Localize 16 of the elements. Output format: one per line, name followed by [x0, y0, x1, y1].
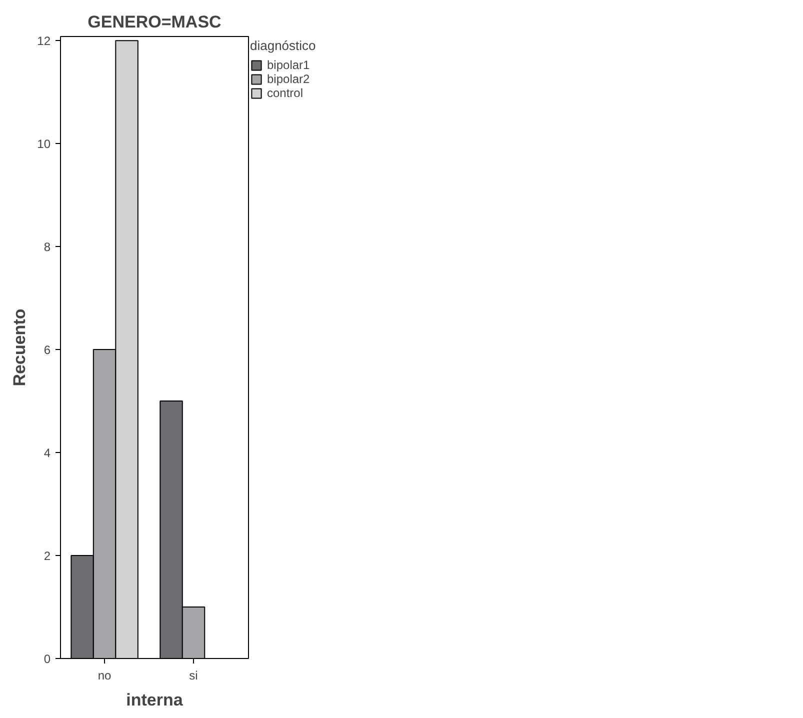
y-tick-label: 4 [44, 446, 51, 460]
y-axis-title: Recuento [10, 308, 30, 386]
y-tick-label: 2 [44, 549, 51, 564]
y-tick-label: 8 [44, 240, 51, 254]
x-tick-label: si [189, 668, 198, 682]
y-tick-label: 12 [37, 34, 51, 48]
legend-label: bipolar1 [267, 58, 310, 72]
y-tick-label: 0 [44, 652, 51, 666]
x-axis-title: interna [126, 690, 184, 710]
y-tick-label: 6 [44, 343, 51, 358]
x-tick-label: no [98, 668, 112, 682]
chart-title: GENERO=MASC [88, 12, 222, 32]
legend-label: bipolar2 [267, 72, 310, 86]
y-tick-label: 10 [37, 137, 51, 152]
legend-label: control [267, 86, 304, 100]
legend-title: diagnóstico [250, 38, 316, 53]
